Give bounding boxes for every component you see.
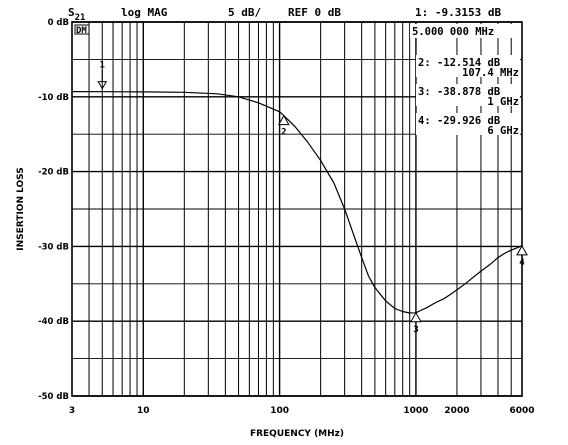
y-tick-label: -30 dB	[38, 242, 69, 252]
y-tick-label: -50 dB	[38, 392, 69, 402]
marker-triangle	[516, 244, 528, 256]
corner-box	[74, 24, 90, 35]
y-tick-label: -10 dB	[38, 93, 69, 103]
x-axis-label: FREQUENCY (MHz)	[250, 429, 344, 439]
y-tick-label: -40 dB	[38, 317, 69, 327]
marker-4: 4	[516, 244, 528, 268]
active-marker-box	[410, 24, 520, 38]
marker-3-freq: 1 GHz	[487, 96, 519, 108]
marker-3-db: 3: -38.878 dB	[418, 86, 500, 98]
marker-3: 3	[410, 311, 422, 335]
marker-number: 4	[519, 258, 525, 268]
marker-triangle	[277, 114, 290, 126]
marker-number: 1	[100, 61, 105, 71]
x-tick-label: 100	[270, 406, 289, 416]
x-tick-label: 2000	[444, 406, 469, 416]
grid	[71, 21, 523, 397]
scale-label: 5 dB/	[228, 6, 261, 19]
marker-number: 3	[413, 325, 418, 335]
corner-box-label: DM	[76, 26, 87, 36]
marker-2-freq: 107.4 MHz	[462, 67, 519, 79]
marker-4-freq: 6 GHz	[487, 125, 519, 137]
param-sub: 21	[75, 13, 86, 23]
x-tick-label: 3	[69, 406, 75, 416]
param-label: S21	[68, 6, 85, 23]
marker-triangle	[97, 81, 108, 90]
marker-triangle	[410, 311, 422, 323]
y-tick-label: 0 dB	[48, 18, 69, 28]
trace-line	[71, 91, 523, 314]
param-main: S	[68, 6, 75, 19]
active-marker-value: 1: -9.3153 dB	[415, 6, 501, 19]
ref-label: REF 0 dB	[288, 6, 341, 19]
x-tick-label: 10	[137, 406, 150, 416]
x-tick-label: 1000	[403, 406, 428, 416]
marker-4-db: 4: -29.926 dB	[418, 115, 500, 127]
marker-number: 2	[281, 128, 286, 138]
x-tick-labels: 3 10 100 1000 2000 6000	[69, 406, 535, 416]
y-tick-label: -20 dB	[38, 168, 69, 178]
marker-2-db: 2: -12.514 dB	[418, 57, 500, 69]
marker-2: 2	[277, 114, 290, 138]
active-marker-freq: 5.000 000 MHz	[412, 26, 494, 38]
header: S21 log MAG 5 dB/ REF 0 dB 1: -9.3153 dB	[68, 6, 501, 23]
marker-1: 1	[97, 61, 108, 90]
x-tick-label: 6000	[509, 406, 534, 416]
y-tick-labels: 0 dB -10 dB -20 dB -30 dB -40 dB -50 dB	[38, 18, 69, 402]
format-label: log MAG	[121, 6, 168, 19]
marker-symbols: 1 2 3 4	[97, 61, 528, 335]
marker-readouts: 2: -12.514 dB 107.4 MHz 3: -38.878 dB 1 …	[416, 55, 520, 137]
y-axis-label: INSERTION LOSS	[16, 167, 26, 250]
